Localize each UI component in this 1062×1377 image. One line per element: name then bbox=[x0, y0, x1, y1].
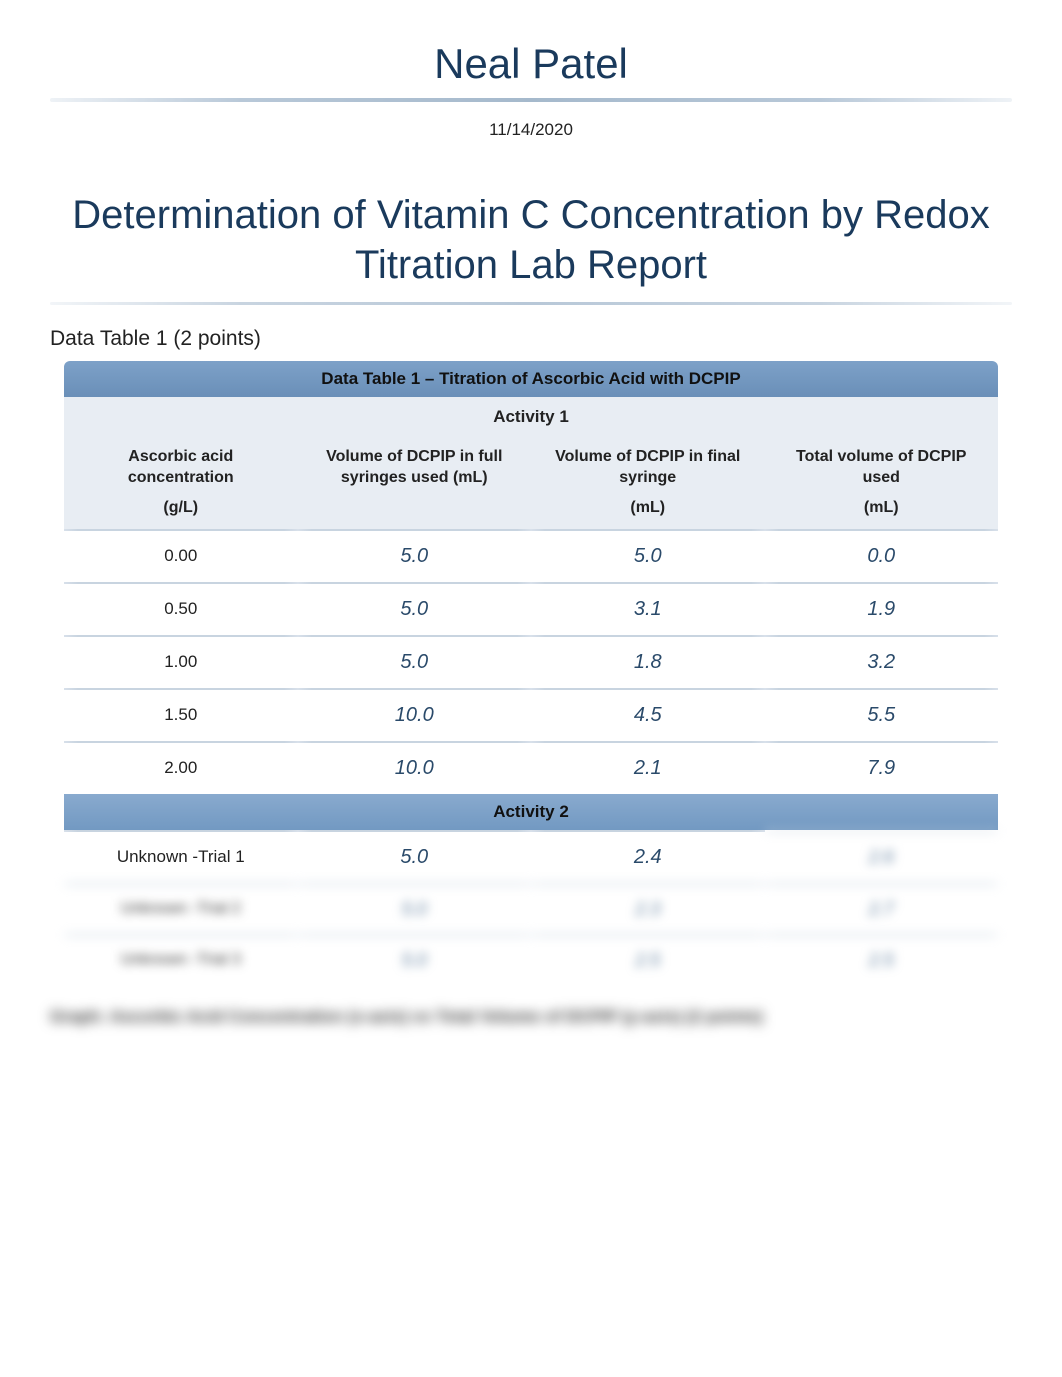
unit-concentration: (g/L) bbox=[64, 495, 298, 529]
cell-conc: 2.00 bbox=[64, 741, 298, 794]
col-header-total: Total volume of DCPIP used bbox=[765, 437, 999, 495]
cell-total: 0.0 bbox=[765, 529, 999, 582]
table-row: 1.00 5.0 1.8 3.2 bbox=[64, 635, 998, 688]
divider-top bbox=[50, 98, 1012, 102]
table-row: Unknown -Trial 3 5.0 2.5 2.5 bbox=[64, 934, 998, 985]
cell-final-blurred: 2.5 bbox=[531, 934, 765, 985]
author-name: Neal Patel bbox=[50, 40, 1012, 98]
cell-total: 5.5 bbox=[765, 688, 999, 741]
col-header-full-syringes: Volume of DCPIP in full syringes used (m… bbox=[298, 437, 532, 495]
table-title: Data Table 1 – Titration of Ascorbic Aci… bbox=[64, 361, 998, 397]
cell-total-blurred: 2.6 bbox=[765, 830, 999, 883]
cell-conc: 1.50 bbox=[64, 688, 298, 741]
graph-caption-blurred: Graph: Ascorbic Acid Concentration (x-ax… bbox=[50, 1007, 1012, 1027]
cell-total-blurred: 2.5 bbox=[765, 934, 999, 985]
col-header-concentration: Ascorbic acid concentration bbox=[64, 437, 298, 495]
cell-full-blurred: 5.0 bbox=[298, 934, 532, 985]
cell-final: 2.4 bbox=[531, 830, 765, 883]
document-title: Determination of Vitamin C Concentration… bbox=[50, 190, 1012, 302]
table-row: 1.50 10.0 4.5 5.5 bbox=[64, 688, 998, 741]
data-table: Data Table 1 – Titration of Ascorbic Aci… bbox=[64, 361, 998, 985]
cell-full: 10.0 bbox=[298, 688, 532, 741]
cell-full-blurred: 5.0 bbox=[298, 883, 532, 934]
cell-conc: 0.50 bbox=[64, 582, 298, 635]
cell-final: 4.5 bbox=[531, 688, 765, 741]
cell-final: 1.8 bbox=[531, 635, 765, 688]
activity-1-header: Activity 1 bbox=[64, 397, 998, 437]
cell-final-blurred: 2.3 bbox=[531, 883, 765, 934]
cell-full: 5.0 bbox=[298, 582, 532, 635]
cell-final: 3.1 bbox=[531, 582, 765, 635]
cell-total: 1.9 bbox=[765, 582, 999, 635]
activity-2-header: Activity 2 bbox=[64, 794, 998, 830]
unit-full bbox=[298, 495, 532, 529]
unit-final: (mL) bbox=[531, 495, 765, 529]
cell-total: 3.2 bbox=[765, 635, 999, 688]
column-headers: Ascorbic acid concentration Volume of DC… bbox=[64, 437, 998, 495]
data-table-container: Data Table 1 – Titration of Ascorbic Aci… bbox=[50, 361, 1012, 985]
cell-conc-blurred: Unknown -Trial 2 bbox=[64, 883, 298, 934]
table-row: Unknown -Trial 2 5.0 2.3 2.7 bbox=[64, 883, 998, 934]
table-row: 0.00 5.0 5.0 0.0 bbox=[64, 529, 998, 582]
cell-full: 10.0 bbox=[298, 741, 532, 794]
divider-title bbox=[50, 302, 1012, 305]
cell-total: 7.9 bbox=[765, 741, 999, 794]
cell-full: 5.0 bbox=[298, 830, 532, 883]
cell-final: 5.0 bbox=[531, 529, 765, 582]
document-date: 11/14/2020 bbox=[50, 120, 1012, 140]
section-label: Data Table 1 (2 points) bbox=[50, 327, 1012, 351]
cell-conc: 1.00 bbox=[64, 635, 298, 688]
cell-final: 2.1 bbox=[531, 741, 765, 794]
col-header-final-syringe: Volume of DCPIP in final syringe bbox=[531, 437, 765, 495]
table-row: 2.00 10.0 2.1 7.9 bbox=[64, 741, 998, 794]
unit-row: (g/L) (mL) (mL) bbox=[64, 495, 998, 529]
cell-full: 5.0 bbox=[298, 529, 532, 582]
cell-conc: Unknown -Trial 1 bbox=[64, 830, 298, 883]
cell-total-blurred: 2.7 bbox=[765, 883, 999, 934]
table-row: Unknown -Trial 1 5.0 2.4 2.6 bbox=[64, 830, 998, 883]
cell-conc: 0.00 bbox=[64, 529, 298, 582]
unit-total: (mL) bbox=[765, 495, 999, 529]
table-row: 0.50 5.0 3.1 1.9 bbox=[64, 582, 998, 635]
cell-full: 5.0 bbox=[298, 635, 532, 688]
cell-conc-blurred: Unknown -Trial 3 bbox=[64, 934, 298, 985]
